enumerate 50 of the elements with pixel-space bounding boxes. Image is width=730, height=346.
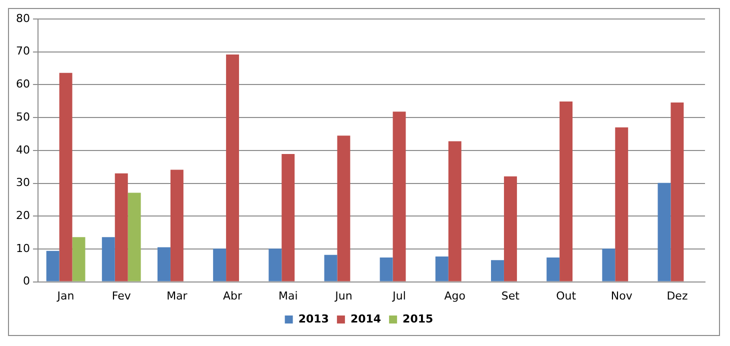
x-tick-label: Mai <box>278 289 298 302</box>
x-tick-label: Jul <box>392 289 406 302</box>
x-tick-label: Fev <box>112 289 132 302</box>
bar <box>170 170 184 282</box>
legend-label: 2015 <box>402 312 434 326</box>
bar <box>670 102 684 282</box>
bar <box>658 182 671 282</box>
x-tick-label: Jan <box>56 289 74 302</box>
bar <box>560 101 573 282</box>
bar <box>128 192 141 282</box>
legend-label: 2013 <box>298 312 329 326</box>
bar <box>392 112 406 282</box>
x-tick-label: Out <box>556 289 577 302</box>
bar <box>158 247 170 282</box>
bar <box>504 176 517 282</box>
legend-label: 2014 <box>350 312 382 326</box>
x-tick-label: Dez <box>666 289 688 302</box>
bar <box>226 54 240 282</box>
x-tick-label: Jun <box>334 289 352 302</box>
y-tick-label: 50 <box>16 110 30 124</box>
y-tick-label: 30 <box>16 176 30 190</box>
bar <box>282 154 295 282</box>
y-tick-label: 10 <box>16 242 30 255</box>
x-tick-label: Mar <box>166 289 188 302</box>
bar <box>615 127 628 282</box>
y-tick-label: 40 <box>16 143 30 156</box>
bar <box>114 173 128 282</box>
bar <box>491 260 504 282</box>
x-tick-label: Nov <box>610 289 633 302</box>
bar <box>602 248 616 282</box>
y-tick-label: 80 <box>16 12 30 25</box>
bar <box>337 136 350 282</box>
bar <box>448 141 462 282</box>
x-tick-label: Abr <box>223 289 243 302</box>
bar <box>213 248 226 282</box>
y-tick-label: 70 <box>16 44 30 58</box>
bar <box>46 250 60 282</box>
y-tick-label: 0 <box>22 274 30 288</box>
bar <box>380 257 393 282</box>
bar <box>268 248 282 282</box>
bar <box>324 254 338 282</box>
x-tick-label: Ago <box>444 289 466 302</box>
bar <box>59 72 72 282</box>
bar <box>546 257 560 282</box>
bar <box>435 256 448 282</box>
x-tick-label: Set <box>501 289 520 302</box>
bar <box>102 237 115 282</box>
y-tick-label: 60 <box>16 78 30 91</box>
bar <box>72 237 86 282</box>
y-tick-label: 20 <box>16 208 30 222</box>
